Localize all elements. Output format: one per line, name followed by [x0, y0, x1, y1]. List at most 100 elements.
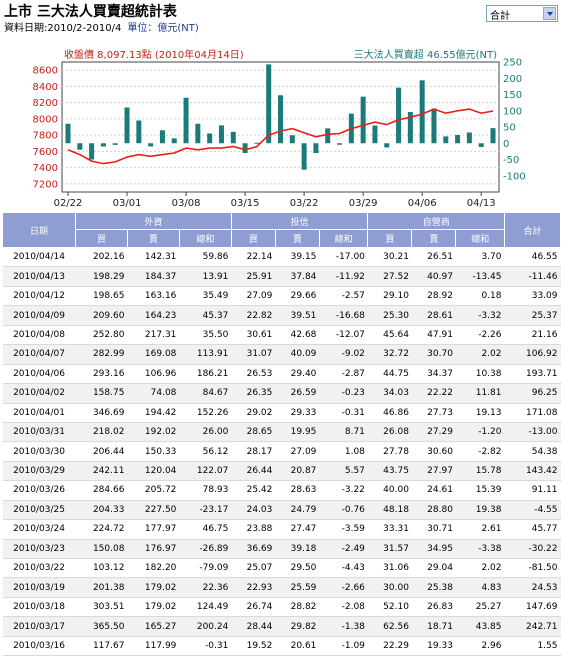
- cell-value: -4.55: [504, 500, 561, 521]
- cell-value: 218.02: [75, 422, 128, 443]
- cell-value: 36.69: [231, 539, 276, 560]
- cell-value: 209.60: [75, 305, 128, 326]
- cell-value: 84.67: [179, 383, 232, 404]
- cell-value: 27.52: [367, 266, 412, 287]
- cell-value: 43.75: [367, 461, 412, 482]
- cell-value: 32.72: [367, 344, 412, 365]
- cell-value: 24.61: [411, 480, 456, 501]
- right-axis: -100 -50 0 50 100 150 200 250: [503, 58, 526, 183]
- bar: [207, 133, 213, 144]
- cell-value: 282.99: [75, 344, 128, 365]
- cell-value: 30.21: [367, 247, 412, 268]
- table-row: 2010/04/08 252.80 217.31 35.50 30.61 42.68 -12…: [2, 325, 561, 346]
- subcol-sell: 賣: [411, 229, 457, 248]
- bar: [337, 143, 343, 145]
- cell-value: 171.08: [504, 403, 561, 423]
- cell-value: 120.04: [127, 461, 180, 482]
- subcol-sell: 賣: [126, 229, 180, 248]
- bar: [254, 142, 260, 144]
- cell-date: 2010/03/25: [2, 500, 76, 521]
- cell-value: 293.16: [75, 364, 128, 385]
- cell-date: 2010/04/08: [2, 325, 76, 346]
- cell-value: 15.39: [455, 480, 505, 501]
- bars: [65, 64, 496, 170]
- chevron-down-icon[interactable]: [543, 7, 556, 20]
- cell-value: -26.89: [179, 539, 232, 560]
- cell-value: 27.09: [275, 441, 320, 462]
- cell-date: 2010/04/07: [2, 344, 76, 365]
- cell-value: 163.16: [127, 286, 180, 307]
- cell-value: 205.72: [127, 480, 180, 501]
- table-row: 2010/03/16 117.67 117.99 -0.31 19.52 20.61 -1.…: [2, 636, 561, 656]
- cell-value: 28.92: [411, 286, 456, 307]
- cell-value: 29.82: [275, 616, 320, 637]
- left-tick-label: 7600: [33, 147, 58, 158]
- cell-value: 40.00: [367, 480, 412, 501]
- cell-value: 28.63: [275, 480, 320, 501]
- cell-value: -0.76: [319, 500, 368, 521]
- cell-value: 10.38: [455, 364, 505, 385]
- cell-value: 34.95: [411, 539, 456, 560]
- cell-value: 25.07: [231, 558, 276, 579]
- cell-value: 27.29: [411, 422, 456, 443]
- cell-value: 303.51: [75, 597, 128, 618]
- right-tick-label: 100: [503, 106, 522, 117]
- bar: [183, 97, 189, 144]
- cell-value: 28.82: [275, 597, 320, 618]
- cell-value: 31.06: [367, 558, 412, 579]
- cell-value: 24.53: [504, 577, 561, 598]
- cell-value: -23.17: [179, 500, 232, 521]
- cell-date: 2010/04/09: [2, 305, 76, 326]
- cell-value: 103.12: [75, 558, 128, 579]
- cell-value: 30.70: [411, 344, 456, 365]
- bar: [89, 143, 95, 160]
- cell-value: -3.22: [319, 480, 368, 501]
- price-line: [67, 108, 494, 165]
- cell-value: -16.68: [319, 305, 368, 326]
- cell-value: -2.82: [455, 441, 505, 462]
- cell-value: -3.32: [455, 305, 505, 326]
- x-tick-label: 04/13: [467, 198, 496, 209]
- cell-value: -9.02: [319, 344, 368, 365]
- cell-value: 44.75: [367, 364, 412, 385]
- cell-value: 31.57: [367, 539, 412, 560]
- cell-value: 8.71: [319, 422, 368, 443]
- bar: [218, 125, 224, 144]
- legend-left: 收盤價 8,097.13點 (2010年04月14日): [64, 48, 244, 61]
- table-row: 2010/03/30 206.44 150.33 56.12 28.17 27.09 1.0…: [2, 441, 561, 462]
- cell-value: 202.16: [75, 247, 128, 268]
- cell-value: 182.20: [127, 558, 180, 579]
- cell-value: 29.04: [411, 558, 456, 579]
- left-tick-label: 7200: [33, 179, 58, 190]
- cell-value: 25.42: [231, 480, 276, 501]
- cell-value: 19.52: [231, 636, 276, 656]
- bar: [455, 135, 461, 144]
- cell-value: 35.49: [179, 286, 232, 307]
- bar: [124, 107, 130, 144]
- table-row: 2010/04/01 346.69 194.42 152.26 29.02 29.33 -0…: [2, 403, 561, 423]
- cell-value: 117.67: [75, 636, 128, 656]
- cell-value: 106.96: [127, 364, 180, 385]
- page-title: 上市 三大法人買賣超統計表: [4, 4, 177, 20]
- cell-value: 18.71: [411, 616, 456, 637]
- cell-value: 26.44: [231, 461, 276, 482]
- cell-value: -4.43: [319, 558, 368, 579]
- cell-value: 42.68: [275, 325, 320, 346]
- cell-value: 37.84: [275, 266, 320, 287]
- left-tick-label: 8000: [33, 114, 58, 125]
- unit-label: 單位：億元(NT): [127, 23, 199, 34]
- cell-value: 179.02: [127, 577, 180, 598]
- cell-value: 59.86: [179, 247, 232, 268]
- cell-value: 106.92: [504, 344, 561, 365]
- date-range: 資料日期:2010/2-2010/4 單位：億元(NT): [4, 19, 199, 34]
- cell-value: 26.53: [231, 364, 276, 385]
- total-select[interactable]: 合計: [486, 5, 558, 22]
- bar: [431, 108, 437, 144]
- bar: [65, 123, 71, 144]
- cell-value: 40.97: [411, 266, 456, 287]
- table-row: 2010/04/13 198.29 184.37 13.91 25.91 37.84 -11…: [2, 266, 561, 287]
- cell-value: 91.11: [504, 480, 561, 501]
- cell-value: 46.55: [504, 247, 561, 268]
- cell-value: -2.66: [319, 577, 368, 598]
- cell-value: -1.20: [455, 422, 505, 443]
